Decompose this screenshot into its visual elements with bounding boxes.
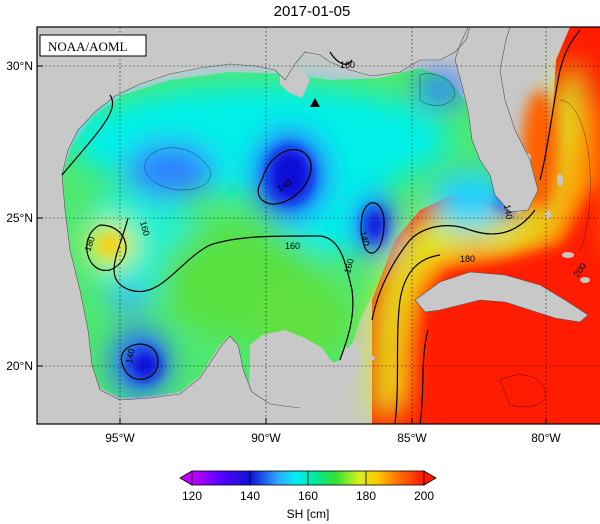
contour-label: 160 xyxy=(285,241,300,251)
colorbar: 120 140 160 180 200 SH [cm] xyxy=(179,470,437,521)
contour-label: 160 xyxy=(342,257,356,274)
lat-label: 25°N xyxy=(6,211,33,225)
us-coast xyxy=(37,27,470,175)
triangle-marker xyxy=(310,98,320,107)
colorbar-title: SH [cm] xyxy=(287,507,330,521)
colorbar-min-arrow xyxy=(179,470,193,486)
lat-label: 30°N xyxy=(6,59,33,73)
colorbar-tick-label: 140 xyxy=(240,489,260,503)
contour-label: 160 xyxy=(340,60,355,70)
lat-label: 20°N xyxy=(6,359,33,373)
lon-label: 90°W xyxy=(251,431,281,445)
contour-label: 140 xyxy=(124,348,136,365)
map-frame xyxy=(36,26,600,425)
yucatan-peninsula xyxy=(250,330,360,424)
credit-text: NOAA/AOML xyxy=(48,39,128,54)
cuba xyxy=(415,272,588,322)
contour-label: 160 xyxy=(138,220,152,237)
contour-lines xyxy=(61,29,581,424)
contour-label: 180 xyxy=(460,254,475,264)
map-title: 2017-01-05 xyxy=(274,3,351,20)
contour-label: 140 xyxy=(502,204,514,221)
landmasses xyxy=(37,27,590,424)
contour-label: 180 xyxy=(82,235,97,253)
lon-label: 85°W xyxy=(397,431,427,445)
florida-peninsula xyxy=(455,27,538,212)
map-area: 160 140 140 180 160 160 160 140 140 180 … xyxy=(37,27,600,424)
colorbar-tick-label: 200 xyxy=(414,489,434,503)
axis-ticks xyxy=(37,65,547,424)
colorbar-tick-label: 180 xyxy=(356,489,376,503)
lon-label: 80°W xyxy=(531,431,561,445)
colorbar-tick-label: 120 xyxy=(182,489,202,503)
lon-label: 95°W xyxy=(105,431,135,445)
colorbar-tick-label: 160 xyxy=(298,489,318,503)
credit-box: NOAA/AOML xyxy=(39,34,147,57)
contour-label: 140 xyxy=(358,230,372,247)
colorbar-max-arrow xyxy=(423,470,437,486)
